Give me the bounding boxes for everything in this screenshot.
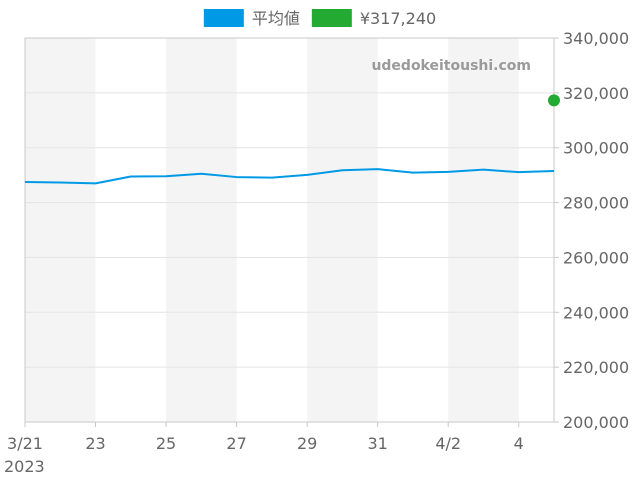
shaded-band [25,38,96,422]
legend-label: 平均値 [252,9,300,28]
x-tick-label: 27 [226,434,246,453]
gridlines [25,37,554,423]
y-tick-label: 240,000 [563,303,629,322]
y-axis-ticks: 340,000 320,000 300,000 280,000 260,000 240,0… [554,29,629,432]
y-tick-label: 220,000 [563,358,629,377]
watermark-text: udedokeitoushi.com [371,58,531,74]
x-tick-label: 23 [85,434,105,453]
shaded-band [307,38,378,422]
legend-swatch [203,9,244,27]
x-tick-label: 31 [367,434,387,453]
x-axis-year-label: 2023 [4,457,45,476]
y-tick-label: 280,000 [563,194,629,213]
y-tick-label: 340,000 [563,29,629,48]
y-tick-label: 200,000 [563,413,629,432]
weekend-bands [25,38,519,422]
shaded-band [166,38,237,422]
legend-label: ¥317,240 [360,9,436,28]
legend-swatch [311,9,352,27]
y-tick-label: 320,000 [563,84,629,103]
x-tick-label: 4 [514,434,524,453]
shaded-band [448,38,519,422]
current-price-point [548,94,560,107]
y-tick-label: 260,000 [563,248,629,267]
x-tick-label: 25 [156,434,176,453]
legend: 平均値 ¥317,240 [203,9,436,28]
plot-border [24,37,555,423]
average-price-line [24,168,555,185]
x-tick-label: 3/21 [7,434,43,453]
series-layer [24,94,560,185]
x-axis-ticks: 3/21 23 25 27 29 31 4/2 4 [7,422,524,453]
y-tick-label: 300,000 [563,139,629,158]
x-tick-label: 4/2 [435,434,461,453]
x-tick-label: 29 [297,434,317,453]
